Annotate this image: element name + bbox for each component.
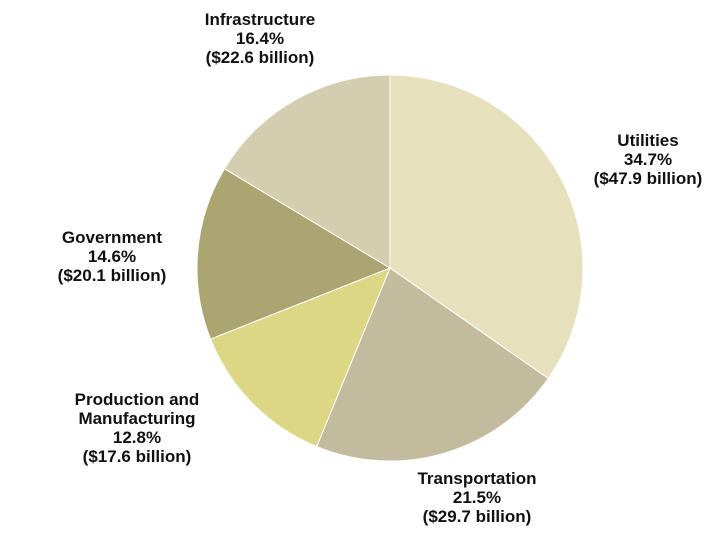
slice-label-line: Infrastructure <box>205 10 316 29</box>
slice-label-line: Transportation <box>417 469 536 488</box>
pie-slice-government <box>196 168 392 340</box>
slice-label-line: 21.5% <box>453 488 501 507</box>
slice-label-line: 16.4% <box>236 29 284 48</box>
pie-slice-infrastructure <box>223 74 391 269</box>
slice-label-line: Manufacturing <box>78 409 195 428</box>
slice-label-line: ($47.9 billion) <box>594 169 703 188</box>
slice-label-transportation: Transportation 21.5% ($29.7 billion) <box>417 469 536 526</box>
slice-label-line: ($17.6 billion) <box>83 447 192 466</box>
slice-label-line: ($29.7 billion) <box>423 507 532 526</box>
slice-label-line: 14.6% <box>88 247 136 266</box>
pie-slice-transportation <box>316 267 549 462</box>
pie-slice-production-and-manufacturing <box>209 267 391 448</box>
slice-label-line: Utilities <box>617 131 678 150</box>
slice-label-line: ($20.1 billion) <box>58 266 167 285</box>
pie-slices <box>196 74 584 462</box>
slice-labels: Utilities 34.7% ($47.9 billion) Transportat… <box>58 10 703 526</box>
slice-label-line: Production and <box>75 390 200 409</box>
slice-label-line: ($22.6 billion) <box>206 48 315 67</box>
slice-label-utilities: Utilities 34.7% ($47.9 billion) <box>594 131 703 188</box>
slice-label-production-and-manufacturing: Production and Manufacturing 12.8% ($17.6 b… <box>75 390 200 466</box>
pie-slice-utilities <box>389 74 584 380</box>
slice-label-government: Government 14.6% ($20.1 billion) <box>58 228 167 285</box>
slice-label-line: Government <box>62 228 162 247</box>
slice-label-line: 34.7% <box>624 150 672 169</box>
slice-label-line: 12.8% <box>113 428 161 447</box>
slice-label-infrastructure: Infrastructure 16.4% ($22.6 billion) <box>205 10 316 67</box>
